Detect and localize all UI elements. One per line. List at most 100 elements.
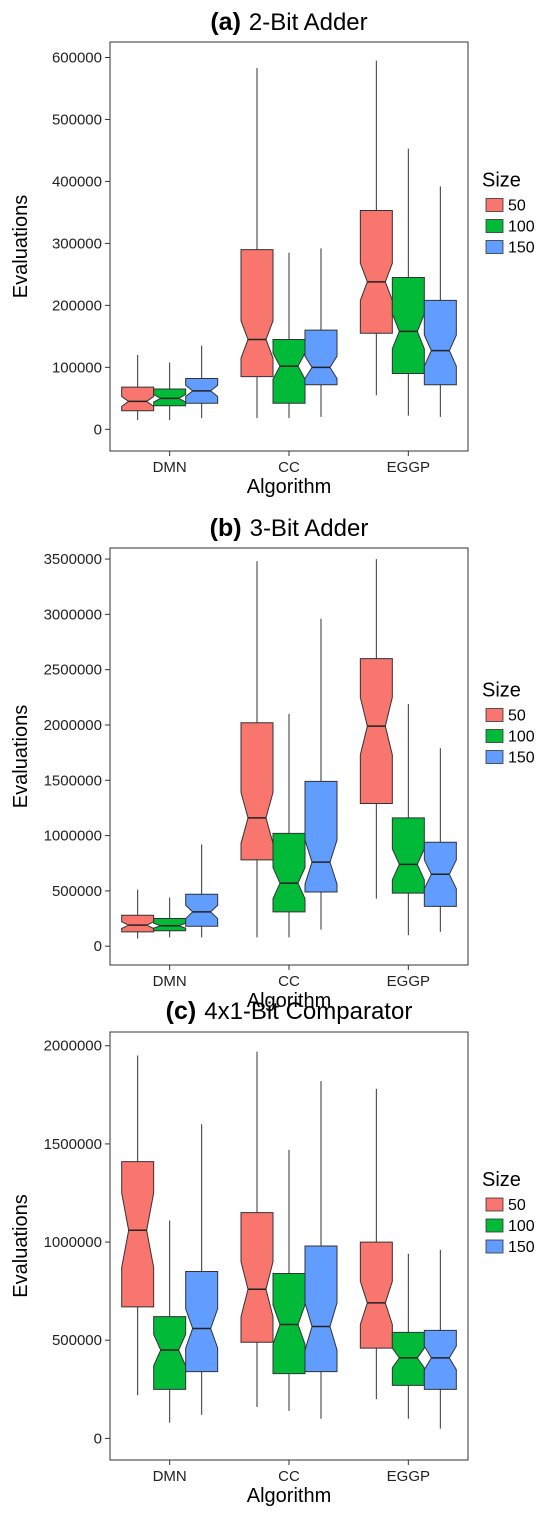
box-body xyxy=(240,1212,274,1343)
box-body xyxy=(304,1245,338,1373)
box-body xyxy=(272,832,306,913)
box-eggp-size-150 xyxy=(423,186,457,417)
chart-panel-2: (b) 3-Bit Adder 0 500000 1000000 1500000 20000… xyxy=(10,514,535,1012)
box-body xyxy=(304,780,338,893)
x-tick-label: DMN xyxy=(153,1468,187,1485)
legend-title: Size xyxy=(482,680,521,702)
legend-label: 150 xyxy=(508,240,535,257)
y-tick-label: 100000 xyxy=(52,359,102,376)
legend-swatch xyxy=(485,729,504,743)
legend-label: 150 xyxy=(508,1239,535,1256)
box-dmn-size-150 xyxy=(185,1124,219,1415)
chart-title-text: 2-Bit Adder xyxy=(249,9,368,36)
y-tick-label: 3000000 xyxy=(44,606,102,623)
y-tick-label: 3500000 xyxy=(44,551,102,568)
box-body xyxy=(272,1272,306,1375)
x-tick-label: EGGP xyxy=(387,973,430,990)
box-dmn-size-100 xyxy=(153,362,187,421)
chart-title: (c) 4x1-Bit Comparator xyxy=(166,997,413,1025)
chart-title-text: 4x1-Bit Comparator xyxy=(204,998,412,1025)
box-cc-size-50 xyxy=(240,561,274,938)
box-dmn-size-50 xyxy=(121,889,155,939)
box-body xyxy=(359,210,393,334)
box-cc-size-50 xyxy=(240,1051,274,1407)
box-body xyxy=(391,817,425,894)
box-cc-size-150 xyxy=(304,248,338,417)
box-eggp-size-150 xyxy=(423,1249,457,1429)
box-cc-size-150 xyxy=(304,618,338,930)
box-body xyxy=(153,1316,187,1390)
legend-swatch xyxy=(485,750,504,764)
box-cc-size-50 xyxy=(240,68,274,419)
y-tick-label: 200000 xyxy=(52,297,102,314)
x-axis-title: Algorithm xyxy=(247,476,331,498)
box-dmn-size-100 xyxy=(153,897,187,938)
legend-swatch xyxy=(485,708,504,722)
x-axis-title: Algorithm xyxy=(247,990,331,1012)
y-tick-label: 2000000 xyxy=(44,717,102,734)
y-axis-title: Evaluations xyxy=(10,195,32,298)
chart-panel-1: (a) 2-Bit Adder 0 100000 200000 300000 400000 5… xyxy=(10,8,535,498)
y-tick-label: 2000000 xyxy=(44,1038,102,1055)
y-tick-label: 1000000 xyxy=(44,1234,102,1251)
legend-swatch xyxy=(485,1218,504,1233)
legend-swatch xyxy=(485,240,504,254)
box-body xyxy=(185,1271,219,1373)
y-tick-label: 1500000 xyxy=(44,1136,102,1153)
box-body xyxy=(121,914,155,933)
box-dmn-size-100 xyxy=(153,1220,187,1423)
y-axis-title: Evaluations xyxy=(10,705,32,808)
box-body xyxy=(391,1331,425,1386)
y-tick-label: 0 xyxy=(94,421,102,438)
box-body xyxy=(359,1241,393,1349)
legend-title: Size xyxy=(482,170,521,192)
x-tick-label: EGGP xyxy=(387,1468,430,1485)
box-eggp-size-100 xyxy=(391,1253,425,1419)
box-dmn-size-50 xyxy=(121,354,155,421)
legend-label: 50 xyxy=(508,1197,526,1214)
x-tick-label: CC xyxy=(278,1468,300,1485)
box-body xyxy=(359,658,393,805)
x-tick-label: CC xyxy=(278,973,300,990)
box-cc-size-150 xyxy=(304,1081,338,1419)
y-tick-label: 0 xyxy=(94,1430,102,1447)
chart-title-tag: (b) xyxy=(210,514,242,542)
box-body xyxy=(153,918,187,932)
y-tick-label: 2500000 xyxy=(44,662,102,679)
chart-title-text: 3-Bit Adder xyxy=(250,515,369,542)
box-cc-size-100 xyxy=(272,713,306,938)
x-tick-label: CC xyxy=(278,459,300,476)
box-eggp-size-50 xyxy=(359,60,393,396)
box-eggp-size-100 xyxy=(391,148,425,416)
box-dmn-size-150 xyxy=(185,844,219,938)
box-dmn-size-50 xyxy=(121,1055,155,1396)
x-axis-title: Algorithm xyxy=(247,1485,331,1507)
legend-label: 100 xyxy=(508,729,535,746)
legend-label: 100 xyxy=(508,219,535,236)
box-eggp-size-50 xyxy=(359,1088,393,1400)
legend-label: 100 xyxy=(508,1218,535,1235)
y-tick-label: 300000 xyxy=(52,235,102,252)
chart-title: (a) 2-Bit Adder xyxy=(210,8,367,36)
y-tick-label: 500000 xyxy=(52,1332,102,1349)
y-axis-title: Evaluations xyxy=(10,1194,32,1297)
x-tick-label: DMN xyxy=(153,459,187,476)
box-body xyxy=(121,1161,155,1308)
box-cc-size-100 xyxy=(272,1149,306,1411)
box-eggp-size-150 xyxy=(423,748,457,932)
x-tick-label: DMN xyxy=(153,973,187,990)
chart-title: (b) 3-Bit Adder xyxy=(210,514,369,542)
chart-title-tag: (a) xyxy=(210,8,241,36)
y-tick-label: 1000000 xyxy=(44,828,102,845)
box-dmn-size-150 xyxy=(185,345,219,419)
box-body xyxy=(240,249,274,378)
box-body xyxy=(185,893,219,927)
box-cc-size-100 xyxy=(272,252,306,419)
box-body xyxy=(240,722,274,861)
legend-label: 150 xyxy=(508,750,535,767)
box-body xyxy=(272,338,306,404)
y-tick-label: 500000 xyxy=(52,883,102,900)
x-tick-label: EGGP xyxy=(387,459,430,476)
y-tick-label: 0 xyxy=(94,938,102,955)
